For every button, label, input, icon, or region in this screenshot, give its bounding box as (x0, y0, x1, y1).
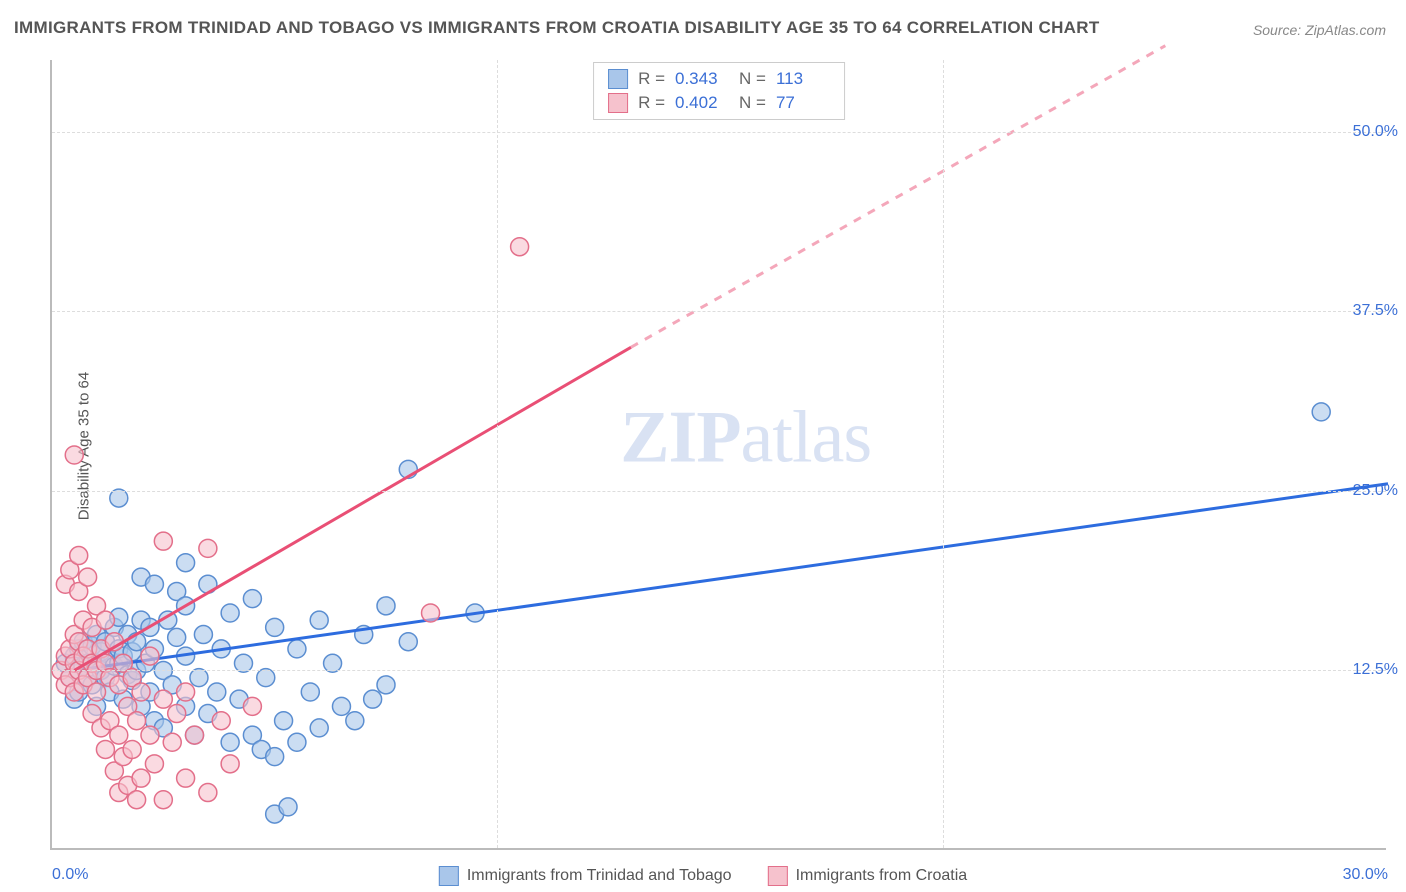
data-point (145, 575, 163, 593)
data-point (288, 640, 306, 658)
data-point (154, 791, 172, 809)
data-point (154, 532, 172, 550)
y-tick-label: 50.0% (1353, 123, 1398, 141)
gridline-h (52, 132, 1386, 133)
regression-line-dashed (631, 46, 1165, 348)
data-point (266, 748, 284, 766)
data-point (199, 539, 217, 557)
data-point (96, 611, 114, 629)
data-point (199, 784, 217, 802)
data-point (288, 733, 306, 751)
data-point (128, 712, 146, 730)
legend-swatch-series1 (439, 866, 459, 886)
data-point (168, 628, 186, 646)
y-tick-label: 12.5% (1353, 661, 1398, 679)
gridline-h (52, 670, 1386, 671)
plot-area: ZIPatlas R = 0.343 N = 113 R = 0.402 N =… (50, 60, 1386, 850)
data-point (221, 755, 239, 773)
data-point (177, 683, 195, 701)
data-point (96, 740, 114, 758)
data-point (123, 740, 141, 758)
data-point (346, 712, 364, 730)
chart-title: IMMIGRANTS FROM TRINIDAD AND TOBAGO VS I… (14, 18, 1100, 38)
data-point (301, 683, 319, 701)
data-point (243, 590, 261, 608)
data-point (364, 690, 382, 708)
data-point (141, 726, 159, 744)
data-point (177, 554, 195, 572)
source-label: Source: ZipAtlas.com (1253, 22, 1386, 38)
data-point (163, 733, 181, 751)
data-point (79, 568, 97, 586)
regression-line (74, 347, 631, 670)
gridline-v (943, 60, 944, 848)
data-point (132, 769, 150, 787)
data-point (279, 798, 297, 816)
data-point (177, 769, 195, 787)
data-point (399, 633, 417, 651)
data-point (110, 726, 128, 744)
data-point (243, 697, 261, 715)
data-point (221, 733, 239, 751)
data-point (377, 676, 395, 694)
y-tick-label: 37.5% (1353, 302, 1398, 320)
legend-item-series1: Immigrants from Trinidad and Tobago (439, 866, 732, 886)
data-point (310, 719, 328, 737)
data-point (377, 597, 395, 615)
x-tick-min: 0.0% (52, 866, 88, 884)
data-point (194, 626, 212, 644)
data-point (186, 726, 204, 744)
data-point (141, 647, 159, 665)
data-point (70, 547, 88, 565)
legend-label-series2: Immigrants from Croatia (796, 867, 968, 885)
legend-item-series2: Immigrants from Croatia (768, 866, 968, 886)
data-point (221, 604, 239, 622)
data-point (511, 238, 529, 256)
y-tick-label: 25.0% (1353, 482, 1398, 500)
data-point (145, 755, 163, 773)
data-point (168, 705, 186, 723)
x-tick-max: 30.0% (1343, 866, 1388, 884)
bottom-legend: Immigrants from Trinidad and Tobago Immi… (439, 866, 967, 886)
data-point (332, 697, 350, 715)
legend-label-series1: Immigrants from Trinidad and Tobago (467, 867, 732, 885)
gridline-h (52, 311, 1386, 312)
data-point (212, 712, 230, 730)
data-point (310, 611, 328, 629)
regression-line (74, 484, 1388, 671)
legend-swatch-series2 (768, 866, 788, 886)
data-point (88, 683, 106, 701)
data-point (208, 683, 226, 701)
data-point (266, 618, 284, 636)
chart-svg (52, 60, 1386, 848)
data-point (128, 791, 146, 809)
gridline-v (497, 60, 498, 848)
data-point (154, 690, 172, 708)
data-point (275, 712, 293, 730)
data-point (1312, 403, 1330, 421)
gridline-h (52, 491, 1386, 492)
data-point (65, 446, 83, 464)
data-point (422, 604, 440, 622)
data-point (132, 683, 150, 701)
